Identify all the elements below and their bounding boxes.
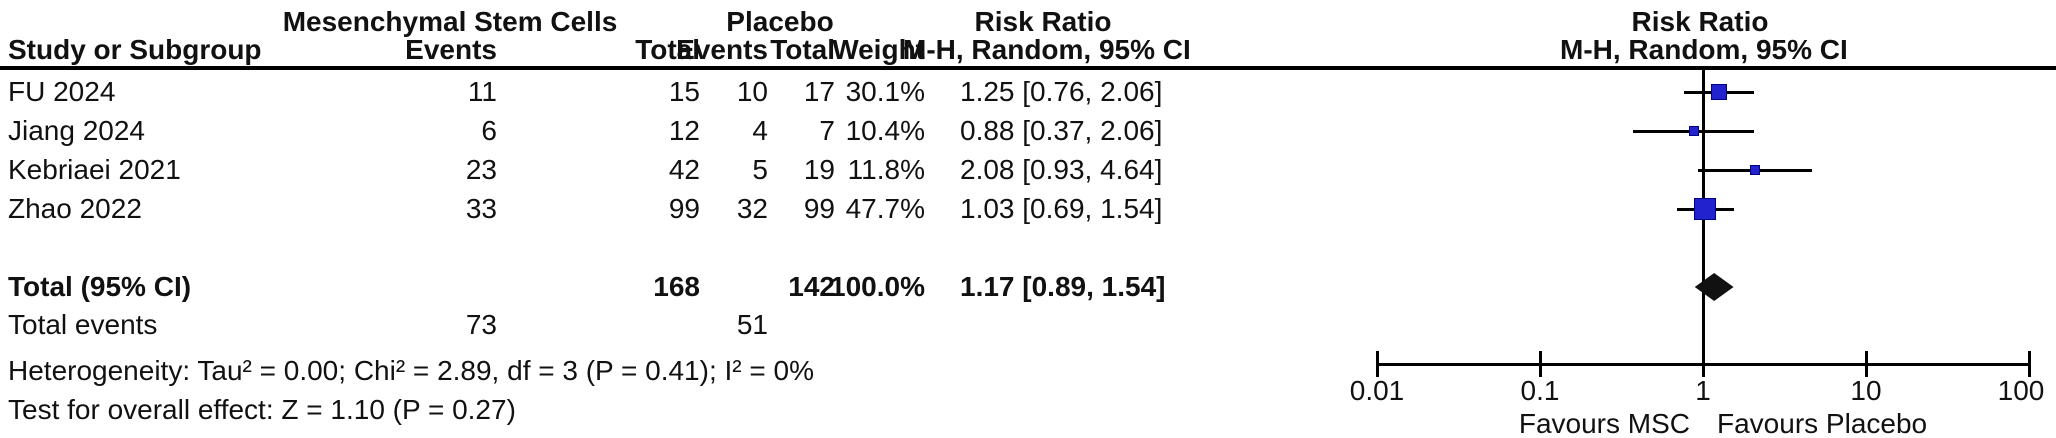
favours-right-label: Favours Placebo [1717,408,1928,438]
risk-ratio-ci: 1.03 [0.69, 1.54] [960,193,1163,224]
msc-total: 42 [668,154,700,185]
total-events-label: Total events [8,309,158,340]
msc-total: 99 [668,193,700,224]
effect-square [1688,126,1699,136]
placebo-events: 4 [752,115,768,146]
column-header-msc-events: Events [405,34,497,65]
msc-total: 12 [668,115,700,146]
study-name: Kebriaei 2021 [8,154,181,185]
column-header-ci-plot: M-H, Random, 95% CI [1560,34,1848,65]
favours-left-label: Favours MSC [1518,408,1690,438]
header-group-msc: Mesenchymal Stem Cells [282,6,618,37]
total-events-placebo: 51 [736,309,768,340]
placebo-total: 17 [803,76,835,107]
effect-square [1694,198,1717,220]
msc-total: 15 [668,76,700,107]
axis-tick-label: 0.01 [1349,375,1405,406]
axis-tick-label: 10 [1850,375,1882,406]
total-risk-ratio-ci: 1.17 [0.89, 1.54] [960,271,1166,302]
msc-events: 23 [465,154,497,185]
placebo-total: 99 [803,193,835,224]
total-weight: 100.0% [830,271,925,302]
column-header-study: Study or Subgroup [8,34,262,65]
risk-ratio-ci: 0.88 [0.37, 2.06] [960,115,1163,146]
header-risk-ratio-left: Risk Ratio [974,6,1112,37]
total-msc-n: 168 [653,271,700,302]
placebo-events: 10 [736,76,768,107]
axis-tick-label: 0.1 [1520,375,1560,406]
axis-tick-label: 1 [1695,375,1711,406]
msc-events: 6 [481,115,497,146]
axis-tick [2027,351,2031,377]
header-group-placebo: Placebo [726,6,834,37]
axis-tick [1375,351,1379,377]
weight: 11.8% [847,154,925,185]
effect-square [1749,165,1760,175]
header-rule [0,66,2056,70]
placebo-events: 5 [752,154,768,185]
msc-events: 11 [467,76,497,107]
column-header-weight: Weight [832,34,925,65]
column-header-placebo-total: Total [770,34,835,65]
study-name: FU 2024 [8,76,116,107]
column-header-placebo-events: Events [676,34,768,65]
study-name: Zhao 2022 [8,193,142,224]
placebo-total: 19 [803,154,835,185]
total-label: Total (95% CI) [8,271,192,302]
total-events-msc: 73 [465,309,497,340]
axis-tick-label: 100 [1997,375,2045,406]
placebo-events: 32 [736,193,768,224]
axis-tick [1701,351,1705,377]
weight: 10.4% [845,115,925,146]
axis-tick [1864,351,1868,377]
heterogeneity-stats: Heterogeneity: Tau² = 0.00; Chi² = 2.89,… [8,355,814,386]
axis-tick [1538,351,1542,377]
column-header-msc-total: Total [635,34,700,65]
risk-ratio-ci: 1.25 [0.76, 2.06] [960,76,1163,107]
header-risk-ratio-right: Risk Ratio [1631,6,1769,37]
column-header-ci-text: M-H, Random, 95% CI [903,34,1191,65]
total-placebo-n: 142 [788,271,835,302]
weight: 47.7% [845,193,925,224]
study-name: Jiang 2024 [8,115,146,146]
effect-square [1710,84,1727,100]
placebo-total: 7 [819,115,835,146]
overall-effect-stats: Test for overall effect: Z = 1.10 (P = 0… [8,394,516,425]
risk-ratio-ci: 2.08 [0.93, 4.64] [960,154,1163,185]
msc-events: 33 [465,193,497,224]
weight: 30.1% [845,76,925,107]
